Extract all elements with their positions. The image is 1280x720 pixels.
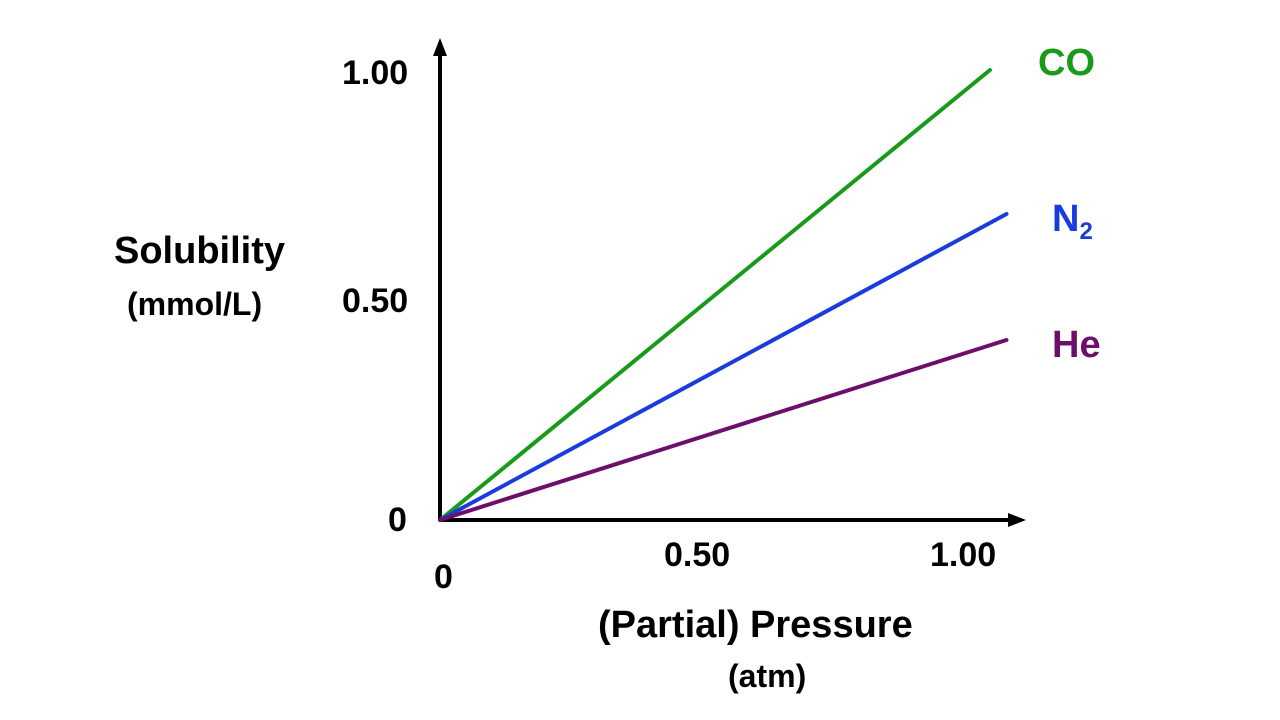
y-axis-label: Solubility	[114, 230, 285, 272]
series-label-n2: N2	[1052, 198, 1093, 245]
y-axis-unit-label: (mmol/L)	[127, 286, 263, 322]
x-tick-label: 0	[434, 558, 453, 596]
x-tick-label: 1.00	[930, 536, 997, 574]
series-line-co	[438, 68, 992, 522]
x-axis-arrow	[1008, 513, 1026, 527]
y-tick-label: 0.50	[342, 282, 409, 320]
series-line-he	[438, 338, 1009, 522]
x-tick-label: 0.50	[664, 536, 731, 574]
y-tick-label: 0	[388, 501, 407, 539]
series-lines	[438, 68, 1009, 522]
x-axis-label: (Partial) Pressure	[598, 604, 913, 646]
x-axis-unit-label: (atm)	[728, 658, 807, 694]
series-label-he: He	[1052, 324, 1101, 366]
series-label-co: CO	[1038, 42, 1095, 84]
y-tick-label: 1.00	[342, 54, 409, 92]
axes	[433, 38, 1026, 527]
y-axis-arrow	[433, 38, 447, 56]
series-line-n2	[438, 212, 1009, 522]
